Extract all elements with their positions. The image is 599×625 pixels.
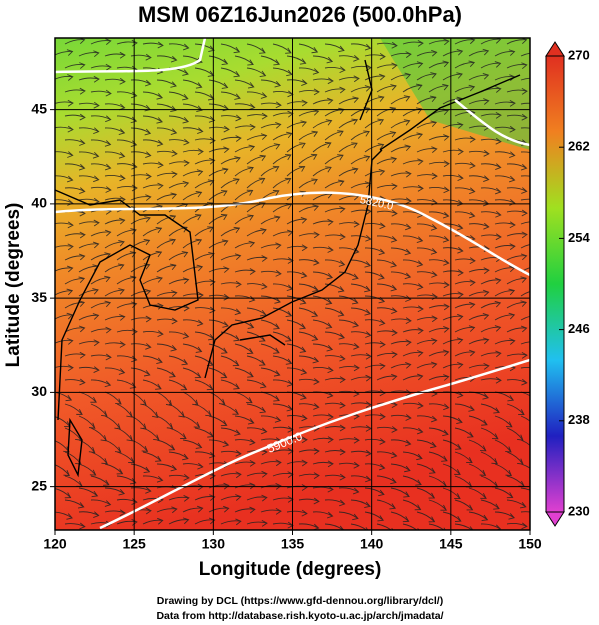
x-tick-label: 135 <box>281 536 305 552</box>
x-tick-label: 150 <box>518 536 542 552</box>
colorbar-scale <box>545 55 565 513</box>
x-tick-label: 145 <box>439 536 463 552</box>
cold-region <box>380 38 530 150</box>
y-tick-label: 25 <box>31 477 47 493</box>
colorbar-tick-label: 262 <box>568 139 590 154</box>
plot-area <box>55 38 530 530</box>
contours <box>55 38 530 530</box>
colorbar-arrow <box>545 511 565 527</box>
y-tick-label: 30 <box>31 383 47 399</box>
grid <box>55 38 530 530</box>
x-tick-label: 125 <box>122 536 146 552</box>
y-axis-title: Latitude (degrees) <box>3 203 24 368</box>
colorbar-tick-label: 230 <box>568 503 590 518</box>
credit: Data from http://database.rish.kyoto-u.a… <box>156 610 443 622</box>
y-tick-label: 35 <box>31 289 47 305</box>
credit: Drawing by DCL (https://www.gfd-dennou.o… <box>157 595 443 607</box>
colorbar-tick-label: 270 <box>568 47 590 62</box>
y-tick-label: 40 <box>31 195 47 211</box>
streamlines <box>55 38 530 530</box>
colorbar: 230 238 246 254 262 270 <box>545 41 590 527</box>
streamline <box>55 38 530 530</box>
x-axis-title: Longitude (degrees) <box>199 559 382 580</box>
y-tick-label: 45 <box>31 100 47 116</box>
colorbar-tick-label: 246 <box>568 321 590 336</box>
x-tick-label: 140 <box>360 536 384 552</box>
x-tick-label: 120 <box>43 536 67 552</box>
colorbar-arrow <box>545 41 565 57</box>
x-tick-label: 130 <box>202 536 226 552</box>
colorbar-tick-label: 254 <box>568 230 590 245</box>
colorbar-tick-label: 238 <box>568 412 590 427</box>
title: MSM 06Z16Jun2026 (500.0hPa) <box>138 2 462 27</box>
